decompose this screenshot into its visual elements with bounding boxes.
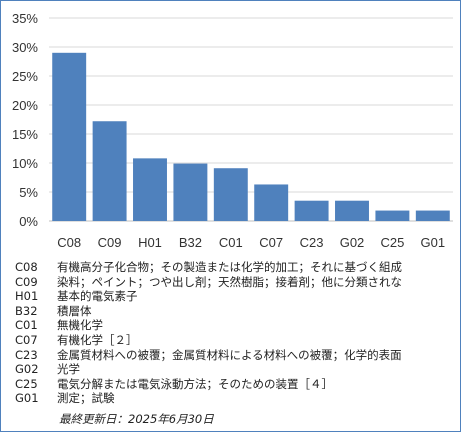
legend-description: 有機化学［２］ [57, 332, 138, 347]
x-tick-label: C25 [380, 235, 404, 250]
y-tick-label: 25% [12, 69, 38, 84]
y-tick-label: 5% [19, 185, 38, 200]
bar-c09 [92, 121, 127, 221]
legend-row: C08 有機高分子化合物；その製造または化学的加工；それに基づく組成 [15, 260, 455, 275]
x-tick-label: H01 [138, 235, 162, 250]
x-tick-label: G01 [421, 235, 446, 250]
x-tick-label: G02 [340, 235, 365, 250]
x-tick-label: B32 [179, 235, 202, 250]
legend-code: G01 [15, 391, 39, 406]
legend-row: B32 積層体 [15, 304, 455, 319]
bar-chart: 0%5%10%15%20%25%30%35% C08 C09 H01 B32 C01 C0… [12, 11, 453, 250]
y-axis-ticks: 0% 5% 10% 15% 20% 25% 30% 35% [12, 11, 38, 229]
y-tick-label: 15% [12, 127, 38, 142]
x-tick-label: C09 [98, 235, 122, 250]
x-tick-label: C08 [57, 235, 81, 250]
bar-c01 [213, 168, 248, 221]
legend-code: G02 [15, 362, 39, 377]
x-axis-ticks: C08 C09 H01 B32 C01 C07 C23 G02 C25 G01 [57, 235, 445, 250]
legend-description: 無機化学 [57, 318, 103, 333]
legend-description: 電気分解または電気泳動方法；そのための装置［４］ [57, 376, 333, 391]
y-tick-label: 35% [12, 11, 38, 26]
legend-description: 金属質材料への被覆；金属質材料による材料への被覆；化学的表面 [57, 347, 402, 362]
bar-g02 [335, 200, 369, 221]
legend-description: 基本的電気素子 [57, 289, 138, 304]
legend-row: G01 測定；試験 [15, 391, 455, 406]
legend-row: C09 染料；ペイント；つや出し剤；天然樹脂；接着剤；他に分類されな [15, 275, 455, 290]
bar-h01 [133, 158, 167, 221]
legend-row: C23 金属質材料への被覆；金属質材料による材料への被覆；化学的表面 [15, 348, 455, 363]
last-updated: 最終更新日：2025年6月30日 [59, 412, 214, 426]
legend-code: C09 [15, 274, 38, 289]
y-tick-label: 30% [12, 40, 38, 55]
y-tick-label: 0% [19, 214, 38, 229]
bar-c25 [375, 210, 410, 221]
legend-row: G02 光学 [15, 362, 455, 377]
x-tick-label: C23 [300, 235, 324, 250]
legend-description: 染料；ペイント；つや出し剤；天然樹脂；接着剤；他に分類されな [57, 274, 402, 289]
x-tick-label: C01 [219, 235, 243, 250]
bar-g01 [415, 210, 450, 221]
x-tick-label: C07 [259, 235, 283, 250]
bars [52, 52, 450, 221]
y-tick-label: 10% [12, 156, 38, 171]
legend-code: C08 [15, 260, 38, 274]
legend-row: C25 電気分解または電気泳動方法；そのための装置［４］ [15, 377, 455, 392]
legend-code: C25 [15, 376, 38, 391]
legend-row: H01 基本的電気素子 [15, 289, 455, 304]
bar-b32 [173, 163, 208, 221]
legend-code: C23 [15, 347, 38, 362]
legend-code: H01 [15, 289, 39, 304]
legend-description: 光学 [57, 362, 80, 377]
code-legend: C08 有機高分子化合物；その製造または化学的加工；それに基づく組成 C09 染料；ペ… [15, 260, 455, 406]
y-tick-label: 20% [12, 98, 38, 113]
legend-description: 測定；試験 [57, 391, 115, 406]
legend-code: C01 [15, 318, 38, 333]
legend-code: B32 [15, 303, 38, 318]
bar-c07 [254, 184, 289, 221]
legend-row: C07 有機化学［２］ [15, 333, 455, 348]
legend-description: 積層体 [57, 303, 92, 318]
legend-row: C01 無機化学 [15, 318, 455, 333]
legend-description: 有機高分子化合物；その製造または化学的加工；それに基づく組成 [57, 260, 402, 274]
bar-c08 [52, 52, 87, 221]
bar-c23 [294, 200, 329, 221]
legend-code: C07 [15, 332, 38, 347]
